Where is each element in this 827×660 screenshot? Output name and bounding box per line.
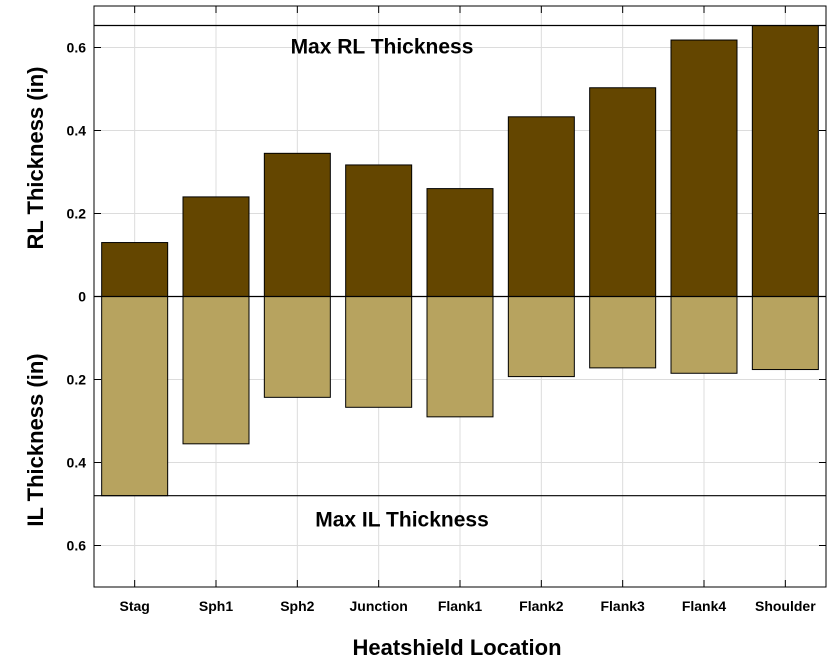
rl-bar-flank3 (589, 87, 657, 297)
y-tick-label: 0.2 (67, 206, 87, 222)
y-tick-label: 0.6 (67, 40, 87, 56)
rl-bar-sph1 (182, 196, 250, 297)
il-bar-sph1 (182, 296, 250, 445)
reference-line-labels: Max RL Thickness Max IL Thickness (291, 36, 489, 532)
x-tick-labels: Stag Sph1 Sph2 Junction Flank1 Flank2 Flank3 Fl… (119, 598, 816, 614)
x-axis-label: Heatshield Location (352, 635, 561, 660)
x-tick-label: Flank4 (682, 598, 727, 614)
x-tick-label: Flank3 (600, 598, 645, 614)
y-tick-label: 0.2 (67, 372, 87, 388)
bars (101, 25, 819, 497)
reference-line-label: Max RL Thickness (291, 36, 474, 59)
rl-bar-stag (101, 242, 169, 298)
x-tick-label: Flank2 (519, 598, 564, 614)
y-tick-label: 0 (78, 289, 86, 305)
rl-bar-flank4 (670, 39, 738, 297)
x-tick-label: Flank1 (438, 598, 483, 614)
rl-bar-shoulder (751, 25, 819, 297)
x-tick-label: Shoulder (755, 598, 816, 614)
il-bar-junction (345, 296, 413, 408)
y-axis-label-top: RL Thickness (in) (23, 67, 48, 250)
tick-marks (94, 6, 826, 587)
il-bar-flank3 (589, 296, 657, 369)
il-bar-sph2 (263, 296, 331, 398)
y-tick-label: 0.4 (67, 123, 87, 139)
x-tick-label: Sph1 (199, 598, 233, 614)
il-bar-flank1 (426, 296, 494, 418)
y-tick-labels: 0.6 0.4 0.2 0 0.2 0.4 0.6 (67, 40, 87, 554)
il-bar-stag (101, 296, 169, 497)
reference-line-label: Max IL Thickness (315, 509, 489, 532)
rl-bar-sph2 (263, 152, 331, 297)
x-tick-label: Junction (349, 598, 407, 614)
il-bar-shoulder (751, 296, 819, 371)
il-bar-flank4 (670, 296, 738, 374)
il-bar-flank2 (507, 296, 575, 378)
x-tick-label: Sph2 (280, 598, 314, 614)
x-tick-label: Stag (119, 598, 149, 614)
y-axis-label-bottom: IL Thickness (in) (23, 353, 48, 526)
reference-lines (94, 24, 826, 497)
rl-bar-flank1 (426, 188, 494, 298)
rl-bar-junction (345, 164, 413, 297)
y-tick-label: 0.4 (67, 455, 87, 471)
y-tick-label: 0.6 (67, 538, 87, 554)
rl-bar-flank2 (507, 116, 575, 298)
